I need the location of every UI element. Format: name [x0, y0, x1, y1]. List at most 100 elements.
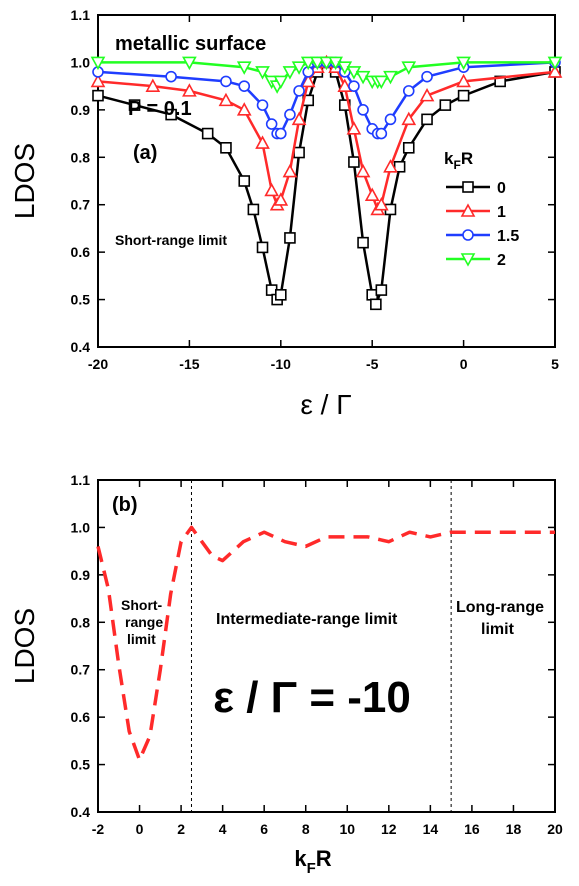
x-tick-label: 14	[423, 821, 439, 837]
data-point	[355, 163, 371, 178]
y-tick-label: 0.7	[71, 662, 91, 678]
data-point	[92, 89, 104, 102]
data-point	[375, 127, 388, 140]
y-tick-label: 0.7	[71, 197, 91, 213]
x-tick-label: 16	[464, 821, 480, 837]
data-point	[201, 127, 214, 140]
data-point	[236, 61, 252, 75]
data-point	[256, 99, 269, 111]
data-point	[383, 70, 398, 85]
region-long-line2: limit	[481, 621, 515, 638]
panel-a: 0.4 0.5 0.6 0.7 0.8 0.9 1.0 1.1 -20 -15 -10 -5 0 5 m…	[9, 7, 563, 420]
panel-label-a: (a)	[133, 142, 157, 164]
data-point	[383, 159, 398, 173]
data-point	[291, 111, 307, 126]
x-tick-label: -20	[88, 356, 108, 372]
region-short-line1: Short-	[121, 597, 163, 613]
x-tick-label: 0	[136, 821, 144, 837]
y-tick-label: 0.9	[71, 567, 91, 583]
y-tick-label: 1.1	[71, 7, 91, 23]
y-ticks-b: 0.4 0.5 0.6 0.7 0.8 0.9 1.0 1.1	[71, 472, 555, 820]
region-short-line2: range	[125, 614, 163, 630]
data-point	[293, 85, 305, 97]
data-point	[291, 61, 307, 75]
data-point	[547, 56, 563, 71]
data-point	[274, 127, 287, 140]
data-point	[255, 66, 270, 80]
legend-label: 1.5	[497, 228, 519, 245]
data-point	[337, 78, 353, 92]
data-point	[460, 253, 476, 267]
y-tick-label: 0.5	[71, 757, 91, 773]
x-tick-label: 2	[177, 821, 185, 837]
data-point	[319, 56, 334, 71]
data-point	[218, 92, 234, 107]
data-point	[165, 70, 177, 83]
data-point	[357, 236, 369, 249]
data-point	[401, 111, 417, 126]
data-point	[273, 192, 289, 206]
annotation-regime: Short-range limit	[115, 232, 227, 248]
legend-title: kFR	[444, 149, 473, 172]
data-point	[375, 284, 388, 296]
data-point	[182, 56, 197, 71]
data-point	[220, 75, 232, 88]
data-point	[421, 70, 433, 83]
x-tick-label: 4	[219, 821, 227, 837]
y-tick-label: 0.4	[71, 804, 91, 820]
y-tick-label: 0.8	[71, 614, 91, 630]
data-point	[373, 75, 389, 90]
data-point	[300, 56, 316, 71]
x-tick-label: 10	[339, 821, 355, 837]
legend-a: 011.52	[446, 180, 519, 269]
legend-label: 1	[497, 204, 506, 221]
legend-label: 0	[497, 180, 506, 197]
data-point	[346, 121, 362, 135]
data-point	[402, 142, 415, 154]
data-point	[456, 56, 471, 71]
x-tick-label: 8	[302, 821, 310, 837]
x-tick-label: 0	[460, 356, 468, 372]
data-point	[401, 61, 417, 75]
data-point	[165, 108, 177, 121]
y-axis-label-a: LDOS	[9, 143, 40, 219]
data-point	[384, 113, 397, 126]
data-point	[284, 108, 296, 121]
data-point	[421, 113, 433, 126]
y-tick-label: 1.1	[71, 472, 91, 488]
data-point	[373, 197, 389, 211]
x-axis-label-a: ε / Γ	[300, 389, 351, 420]
y-tick-label: 0.5	[71, 292, 91, 308]
legend-label: 2	[497, 252, 506, 269]
x-tick-label: -2	[92, 821, 105, 837]
region-long-line1: Long-range	[456, 599, 544, 616]
x-tick-label: 12	[381, 821, 397, 837]
data-point	[282, 163, 298, 178]
data-point	[462, 229, 474, 241]
data-point	[238, 80, 251, 92]
x-ticks-b: -2 0 2 4 6 8 10 12 14 16 18 20	[92, 480, 563, 837]
data-point	[247, 203, 260, 216]
y-ticks-a: 0.4 0.5 0.6 0.7 0.8 0.9 1.0 1.1	[71, 7, 555, 355]
data-point	[310, 56, 325, 71]
y-tick-label: 1.0	[71, 54, 91, 70]
data-point	[145, 78, 161, 92]
plot-frame-a	[97, 14, 556, 348]
series-a	[90, 54, 563, 311]
x-tick-label: 18	[506, 821, 522, 837]
y-tick-label: 0.4	[71, 339, 91, 355]
data-point	[220, 142, 232, 154]
x-tick-label: -5	[366, 356, 379, 372]
data-point	[128, 99, 141, 111]
data-point	[236, 102, 252, 116]
y-tick-label: 0.8	[71, 149, 91, 165]
annotation-surface: metallic surface	[115, 33, 266, 55]
region-dividers	[190, 480, 452, 812]
data-point	[402, 85, 415, 97]
panel-label-b: (b)	[112, 494, 138, 516]
data-point	[293, 146, 305, 159]
big-label-energy: ε / Γ = -10	[213, 673, 411, 722]
data-point	[460, 203, 476, 217]
region-intermediate: Intermediate-range limit	[216, 611, 398, 628]
